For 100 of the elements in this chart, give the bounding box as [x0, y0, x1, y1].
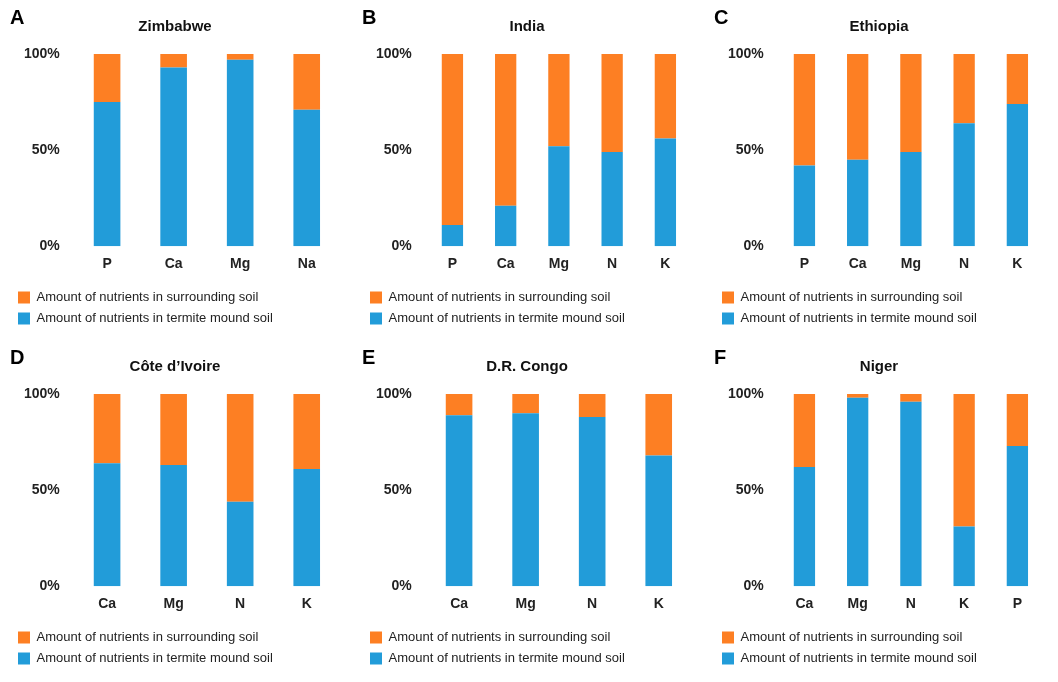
- bar: [1006, 445, 1029, 587]
- bar: [226, 501, 254, 587]
- x-tick-label: Mg: [900, 255, 922, 272]
- y-tick-label: 50%: [735, 480, 765, 497]
- bar: [847, 394, 869, 398]
- legend-label: Amount of nutrients in termite mound soil: [740, 310, 977, 326]
- bar: [847, 159, 869, 247]
- x-tick-label: Ca: [848, 255, 867, 272]
- legend-label: Amount of nutrients in surrounding soil: [388, 629, 611, 645]
- bar: [953, 54, 975, 124]
- text: E: [362, 345, 376, 368]
- bar: [654, 138, 677, 247]
- legend-label: Amount of nutrients in surrounding soil: [36, 629, 259, 645]
- x-tick-label: P: [102, 255, 112, 272]
- y-tick-label: 0%: [743, 237, 765, 254]
- chart-title: D.R. Congo: [486, 357, 568, 375]
- y-tick-label: 0%: [391, 237, 413, 254]
- legend-label: Amount of nutrients in surrounding soil: [740, 289, 963, 305]
- y-tick-label: 50%: [31, 140, 61, 157]
- bar: [793, 165, 816, 247]
- y-tick-label: 100%: [23, 44, 61, 61]
- bar: [93, 463, 121, 587]
- bar: [495, 205, 517, 247]
- x-tick-label: K: [653, 595, 664, 612]
- bar: [793, 467, 816, 587]
- legend-label: Amount of nutrients in termite mound soil: [36, 310, 273, 326]
- bar: [900, 54, 922, 153]
- y-tick-label: 0%: [39, 577, 61, 594]
- bar: [441, 54, 464, 226]
- text: F: [714, 345, 727, 368]
- bar: [953, 123, 975, 247]
- bar: [900, 394, 922, 402]
- bar: [160, 465, 187, 587]
- y-tick-label: 50%: [31, 480, 61, 497]
- bar: [293, 394, 321, 469]
- y-tick-label: 50%: [383, 480, 413, 497]
- bar: [1006, 394, 1029, 446]
- x-tick-label: K: [959, 595, 970, 612]
- bar: [512, 413, 539, 587]
- x-tick-label: Ca: [164, 255, 183, 272]
- bar: [601, 54, 623, 153]
- x-tick-label: N: [235, 595, 246, 612]
- bar: [226, 59, 254, 247]
- legend-label: Amount of nutrients in termite mound soil: [36, 650, 273, 666]
- text: C: [714, 5, 729, 28]
- chart-title: Ethiopia: [849, 17, 910, 35]
- x-tick-label: Na: [297, 255, 316, 272]
- x-tick-label: Ca: [496, 255, 515, 272]
- chart-title: India: [509, 17, 546, 35]
- x-tick-label: K: [660, 255, 671, 272]
- y-tick-label: 50%: [735, 140, 765, 157]
- bar: [160, 54, 187, 68]
- bar: [601, 152, 623, 247]
- y-tick-label: 100%: [727, 384, 765, 401]
- bar: [93, 102, 121, 247]
- text: B: [362, 5, 377, 28]
- x-tick-label: P: [1012, 595, 1023, 612]
- bar: [645, 455, 673, 587]
- y-tick-label: 100%: [375, 384, 413, 401]
- bar: [847, 397, 869, 587]
- bar: [1006, 103, 1029, 247]
- x-tick-label: Mg: [548, 255, 570, 272]
- text: A: [10, 5, 25, 28]
- y-tick-label: 0%: [743, 577, 765, 594]
- x-tick-label: K: [301, 595, 312, 612]
- x-tick-label: N: [905, 595, 916, 612]
- bar: [793, 54, 816, 166]
- bar: [441, 225, 464, 247]
- bar: [900, 401, 922, 587]
- x-tick-label: K: [1012, 255, 1023, 272]
- chart-title: Côte d’Ivoire: [129, 357, 221, 375]
- bar: [293, 109, 321, 247]
- legend-label: Amount of nutrients in termite mound soil: [388, 310, 625, 326]
- x-tick-label: N: [587, 595, 598, 612]
- bar: [953, 394, 975, 527]
- bar: [900, 152, 922, 247]
- bar: [226, 54, 254, 60]
- legend-label: Amount of nutrients in surrounding soil: [36, 289, 259, 305]
- bar: [953, 526, 975, 587]
- x-tick-label: Mg: [515, 595, 536, 612]
- x-tick-label: Mg: [163, 595, 184, 612]
- bar: [578, 394, 606, 418]
- bar: [293, 54, 321, 110]
- y-tick-label: 100%: [375, 44, 413, 61]
- y-tick-label: 0%: [39, 237, 61, 254]
- y-tick-label: 0%: [391, 577, 413, 594]
- legend-label: Amount of nutrients in surrounding soil: [388, 289, 611, 305]
- bar: [548, 146, 570, 247]
- legend-label: Amount of nutrients in surrounding soil: [740, 629, 963, 645]
- bar: [512, 394, 539, 414]
- bar: [793, 394, 816, 468]
- y-tick-label: 50%: [383, 140, 413, 157]
- bar: [654, 54, 677, 139]
- chart-title: Zimbabwe: [138, 17, 212, 35]
- x-tick-label: Ca: [450, 595, 469, 612]
- x-tick-label: N: [607, 255, 618, 272]
- y-tick-label: 100%: [727, 44, 765, 61]
- bar: [847, 54, 869, 160]
- x-tick-label: P: [447, 255, 458, 272]
- x-tick-label: Mg: [230, 255, 251, 272]
